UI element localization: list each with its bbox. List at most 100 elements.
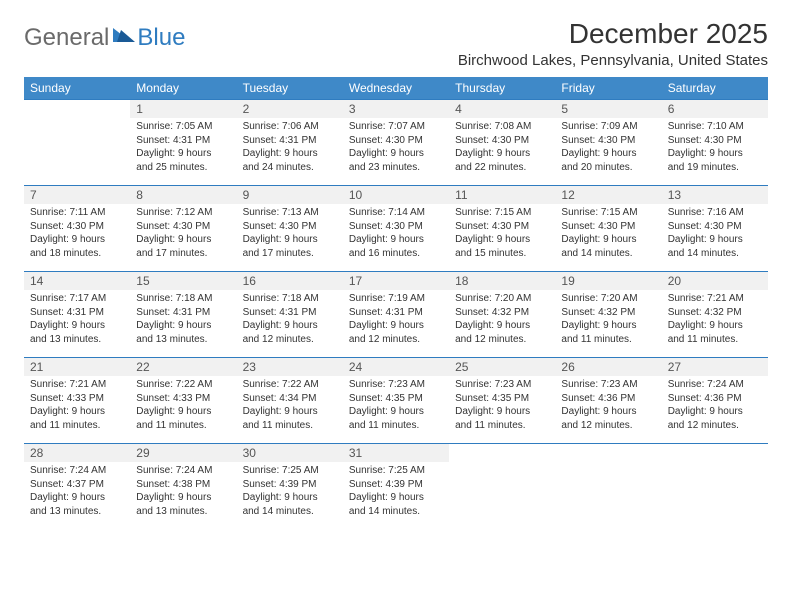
day-number: 4 xyxy=(449,100,555,118)
day-number: 8 xyxy=(130,186,236,204)
day-text: Sunrise: 7:25 AMSunset: 4:39 PMDaylight:… xyxy=(343,462,449,522)
day-number: 31 xyxy=(343,444,449,462)
day-number: 30 xyxy=(237,444,343,462)
calendar-cell: 3Sunrise: 7:07 AMSunset: 4:30 PMDaylight… xyxy=(343,100,449,186)
calendar-cell: 21Sunrise: 7:21 AMSunset: 4:33 PMDayligh… xyxy=(24,358,130,444)
calendar-cell: 29Sunrise: 7:24 AMSunset: 4:38 PMDayligh… xyxy=(130,444,236,530)
day-text: Sunrise: 7:24 AMSunset: 4:38 PMDaylight:… xyxy=(130,462,236,522)
day-number: 6 xyxy=(662,100,768,118)
day-text: Sunrise: 7:21 AMSunset: 4:33 PMDaylight:… xyxy=(24,376,130,436)
day-number: 25 xyxy=(449,358,555,376)
day-header: Friday xyxy=(555,77,661,100)
day-number: 12 xyxy=(555,186,661,204)
day-header: Monday xyxy=(130,77,236,100)
day-text: Sunrise: 7:18 AMSunset: 4:31 PMDaylight:… xyxy=(237,290,343,350)
day-text: Sunrise: 7:17 AMSunset: 4:31 PMDaylight:… xyxy=(24,290,130,350)
day-number: 22 xyxy=(130,358,236,376)
day-number: 15 xyxy=(130,272,236,290)
calendar-cell xyxy=(24,100,130,186)
calendar-cell: 28Sunrise: 7:24 AMSunset: 4:37 PMDayligh… xyxy=(24,444,130,530)
calendar-cell: 12Sunrise: 7:15 AMSunset: 4:30 PMDayligh… xyxy=(555,186,661,272)
logo-triangle-icon xyxy=(113,26,135,47)
day-text: Sunrise: 7:08 AMSunset: 4:30 PMDaylight:… xyxy=(449,118,555,178)
month-title: December 2025 xyxy=(458,18,768,50)
day-text: Sunrise: 7:10 AMSunset: 4:30 PMDaylight:… xyxy=(662,118,768,178)
day-number: 24 xyxy=(343,358,449,376)
day-number: 5 xyxy=(555,100,661,118)
calendar-cell: 19Sunrise: 7:20 AMSunset: 4:32 PMDayligh… xyxy=(555,272,661,358)
calendar-cell xyxy=(662,444,768,530)
calendar-cell: 18Sunrise: 7:20 AMSunset: 4:32 PMDayligh… xyxy=(449,272,555,358)
day-number: 3 xyxy=(343,100,449,118)
day-header: Wednesday xyxy=(343,77,449,100)
day-text: Sunrise: 7:18 AMSunset: 4:31 PMDaylight:… xyxy=(130,290,236,350)
calendar-cell: 23Sunrise: 7:22 AMSunset: 4:34 PMDayligh… xyxy=(237,358,343,444)
day-text: Sunrise: 7:22 AMSunset: 4:34 PMDaylight:… xyxy=(237,376,343,436)
day-header: Sunday xyxy=(24,77,130,100)
day-number: 10 xyxy=(343,186,449,204)
day-text: Sunrise: 7:06 AMSunset: 4:31 PMDaylight:… xyxy=(237,118,343,178)
day-text: Sunrise: 7:14 AMSunset: 4:30 PMDaylight:… xyxy=(343,204,449,264)
calendar-cell: 20Sunrise: 7:21 AMSunset: 4:32 PMDayligh… xyxy=(662,272,768,358)
calendar-cell: 15Sunrise: 7:18 AMSunset: 4:31 PMDayligh… xyxy=(130,272,236,358)
day-number: 29 xyxy=(130,444,236,462)
calendar-week-row: 14Sunrise: 7:17 AMSunset: 4:31 PMDayligh… xyxy=(24,272,768,358)
calendar-cell: 24Sunrise: 7:23 AMSunset: 4:35 PMDayligh… xyxy=(343,358,449,444)
day-number: 20 xyxy=(662,272,768,290)
calendar-cell: 7Sunrise: 7:11 AMSunset: 4:30 PMDaylight… xyxy=(24,186,130,272)
day-text: Sunrise: 7:23 AMSunset: 4:35 PMDaylight:… xyxy=(449,376,555,436)
day-text: Sunrise: 7:05 AMSunset: 4:31 PMDaylight:… xyxy=(130,118,236,178)
calendar-cell: 27Sunrise: 7:24 AMSunset: 4:36 PMDayligh… xyxy=(662,358,768,444)
day-number: 21 xyxy=(24,358,130,376)
calendar-cell: 10Sunrise: 7:14 AMSunset: 4:30 PMDayligh… xyxy=(343,186,449,272)
day-text: Sunrise: 7:21 AMSunset: 4:32 PMDaylight:… xyxy=(662,290,768,350)
day-number: 11 xyxy=(449,186,555,204)
day-number: 16 xyxy=(237,272,343,290)
calendar-cell xyxy=(555,444,661,530)
calendar-cell: 6Sunrise: 7:10 AMSunset: 4:30 PMDaylight… xyxy=(662,100,768,186)
day-number: 7 xyxy=(24,186,130,204)
calendar-cell: 31Sunrise: 7:25 AMSunset: 4:39 PMDayligh… xyxy=(343,444,449,530)
calendar-cell: 2Sunrise: 7:06 AMSunset: 4:31 PMDaylight… xyxy=(237,100,343,186)
day-text: Sunrise: 7:25 AMSunset: 4:39 PMDaylight:… xyxy=(237,462,343,522)
calendar-week-row: 21Sunrise: 7:21 AMSunset: 4:33 PMDayligh… xyxy=(24,358,768,444)
day-text: Sunrise: 7:22 AMSunset: 4:33 PMDaylight:… xyxy=(130,376,236,436)
day-text: Sunrise: 7:15 AMSunset: 4:30 PMDaylight:… xyxy=(555,204,661,264)
calendar-cell: 13Sunrise: 7:16 AMSunset: 4:30 PMDayligh… xyxy=(662,186,768,272)
day-text: Sunrise: 7:20 AMSunset: 4:32 PMDaylight:… xyxy=(555,290,661,350)
day-number: 13 xyxy=(662,186,768,204)
day-text: Sunrise: 7:19 AMSunset: 4:31 PMDaylight:… xyxy=(343,290,449,350)
day-number: 1 xyxy=(130,100,236,118)
day-text: Sunrise: 7:23 AMSunset: 4:35 PMDaylight:… xyxy=(343,376,449,436)
day-number: 18 xyxy=(449,272,555,290)
logo-blue-text: Blue xyxy=(137,24,185,52)
day-text: Sunrise: 7:24 AMSunset: 4:36 PMDaylight:… xyxy=(662,376,768,436)
day-number: 17 xyxy=(343,272,449,290)
header: General Blue December 2025 Birchwood Lak… xyxy=(24,18,768,69)
day-text: Sunrise: 7:24 AMSunset: 4:37 PMDaylight:… xyxy=(24,462,130,522)
calendar-cell: 11Sunrise: 7:15 AMSunset: 4:30 PMDayligh… xyxy=(449,186,555,272)
day-text: Sunrise: 7:09 AMSunset: 4:30 PMDaylight:… xyxy=(555,118,661,178)
calendar-cell: 5Sunrise: 7:09 AMSunset: 4:30 PMDaylight… xyxy=(555,100,661,186)
day-text: Sunrise: 7:12 AMSunset: 4:30 PMDaylight:… xyxy=(130,204,236,264)
location-text: Birchwood Lakes, Pennsylvania, United St… xyxy=(458,52,768,69)
calendar-cell: 4Sunrise: 7:08 AMSunset: 4:30 PMDaylight… xyxy=(449,100,555,186)
title-block: December 2025 Birchwood Lakes, Pennsylva… xyxy=(458,18,768,69)
calendar-cell: 1Sunrise: 7:05 AMSunset: 4:31 PMDaylight… xyxy=(130,100,236,186)
day-text: Sunrise: 7:13 AMSunset: 4:30 PMDaylight:… xyxy=(237,204,343,264)
calendar-week-row: 1Sunrise: 7:05 AMSunset: 4:31 PMDaylight… xyxy=(24,100,768,186)
day-number: 26 xyxy=(555,358,661,376)
calendar-week-row: 7Sunrise: 7:11 AMSunset: 4:30 PMDaylight… xyxy=(24,186,768,272)
calendar-header-row: SundayMondayTuesdayWednesdayThursdayFrid… xyxy=(24,77,768,100)
day-header: Tuesday xyxy=(237,77,343,100)
calendar-body: 1Sunrise: 7:05 AMSunset: 4:31 PMDaylight… xyxy=(24,100,768,530)
day-number: 14 xyxy=(24,272,130,290)
calendar-cell: 30Sunrise: 7:25 AMSunset: 4:39 PMDayligh… xyxy=(237,444,343,530)
calendar-table: SundayMondayTuesdayWednesdayThursdayFrid… xyxy=(24,77,768,530)
calendar-cell: 16Sunrise: 7:18 AMSunset: 4:31 PMDayligh… xyxy=(237,272,343,358)
calendar-cell: 25Sunrise: 7:23 AMSunset: 4:35 PMDayligh… xyxy=(449,358,555,444)
day-header: Saturday xyxy=(662,77,768,100)
day-text: Sunrise: 7:23 AMSunset: 4:36 PMDaylight:… xyxy=(555,376,661,436)
logo: General Blue xyxy=(24,24,185,52)
day-number: 23 xyxy=(237,358,343,376)
